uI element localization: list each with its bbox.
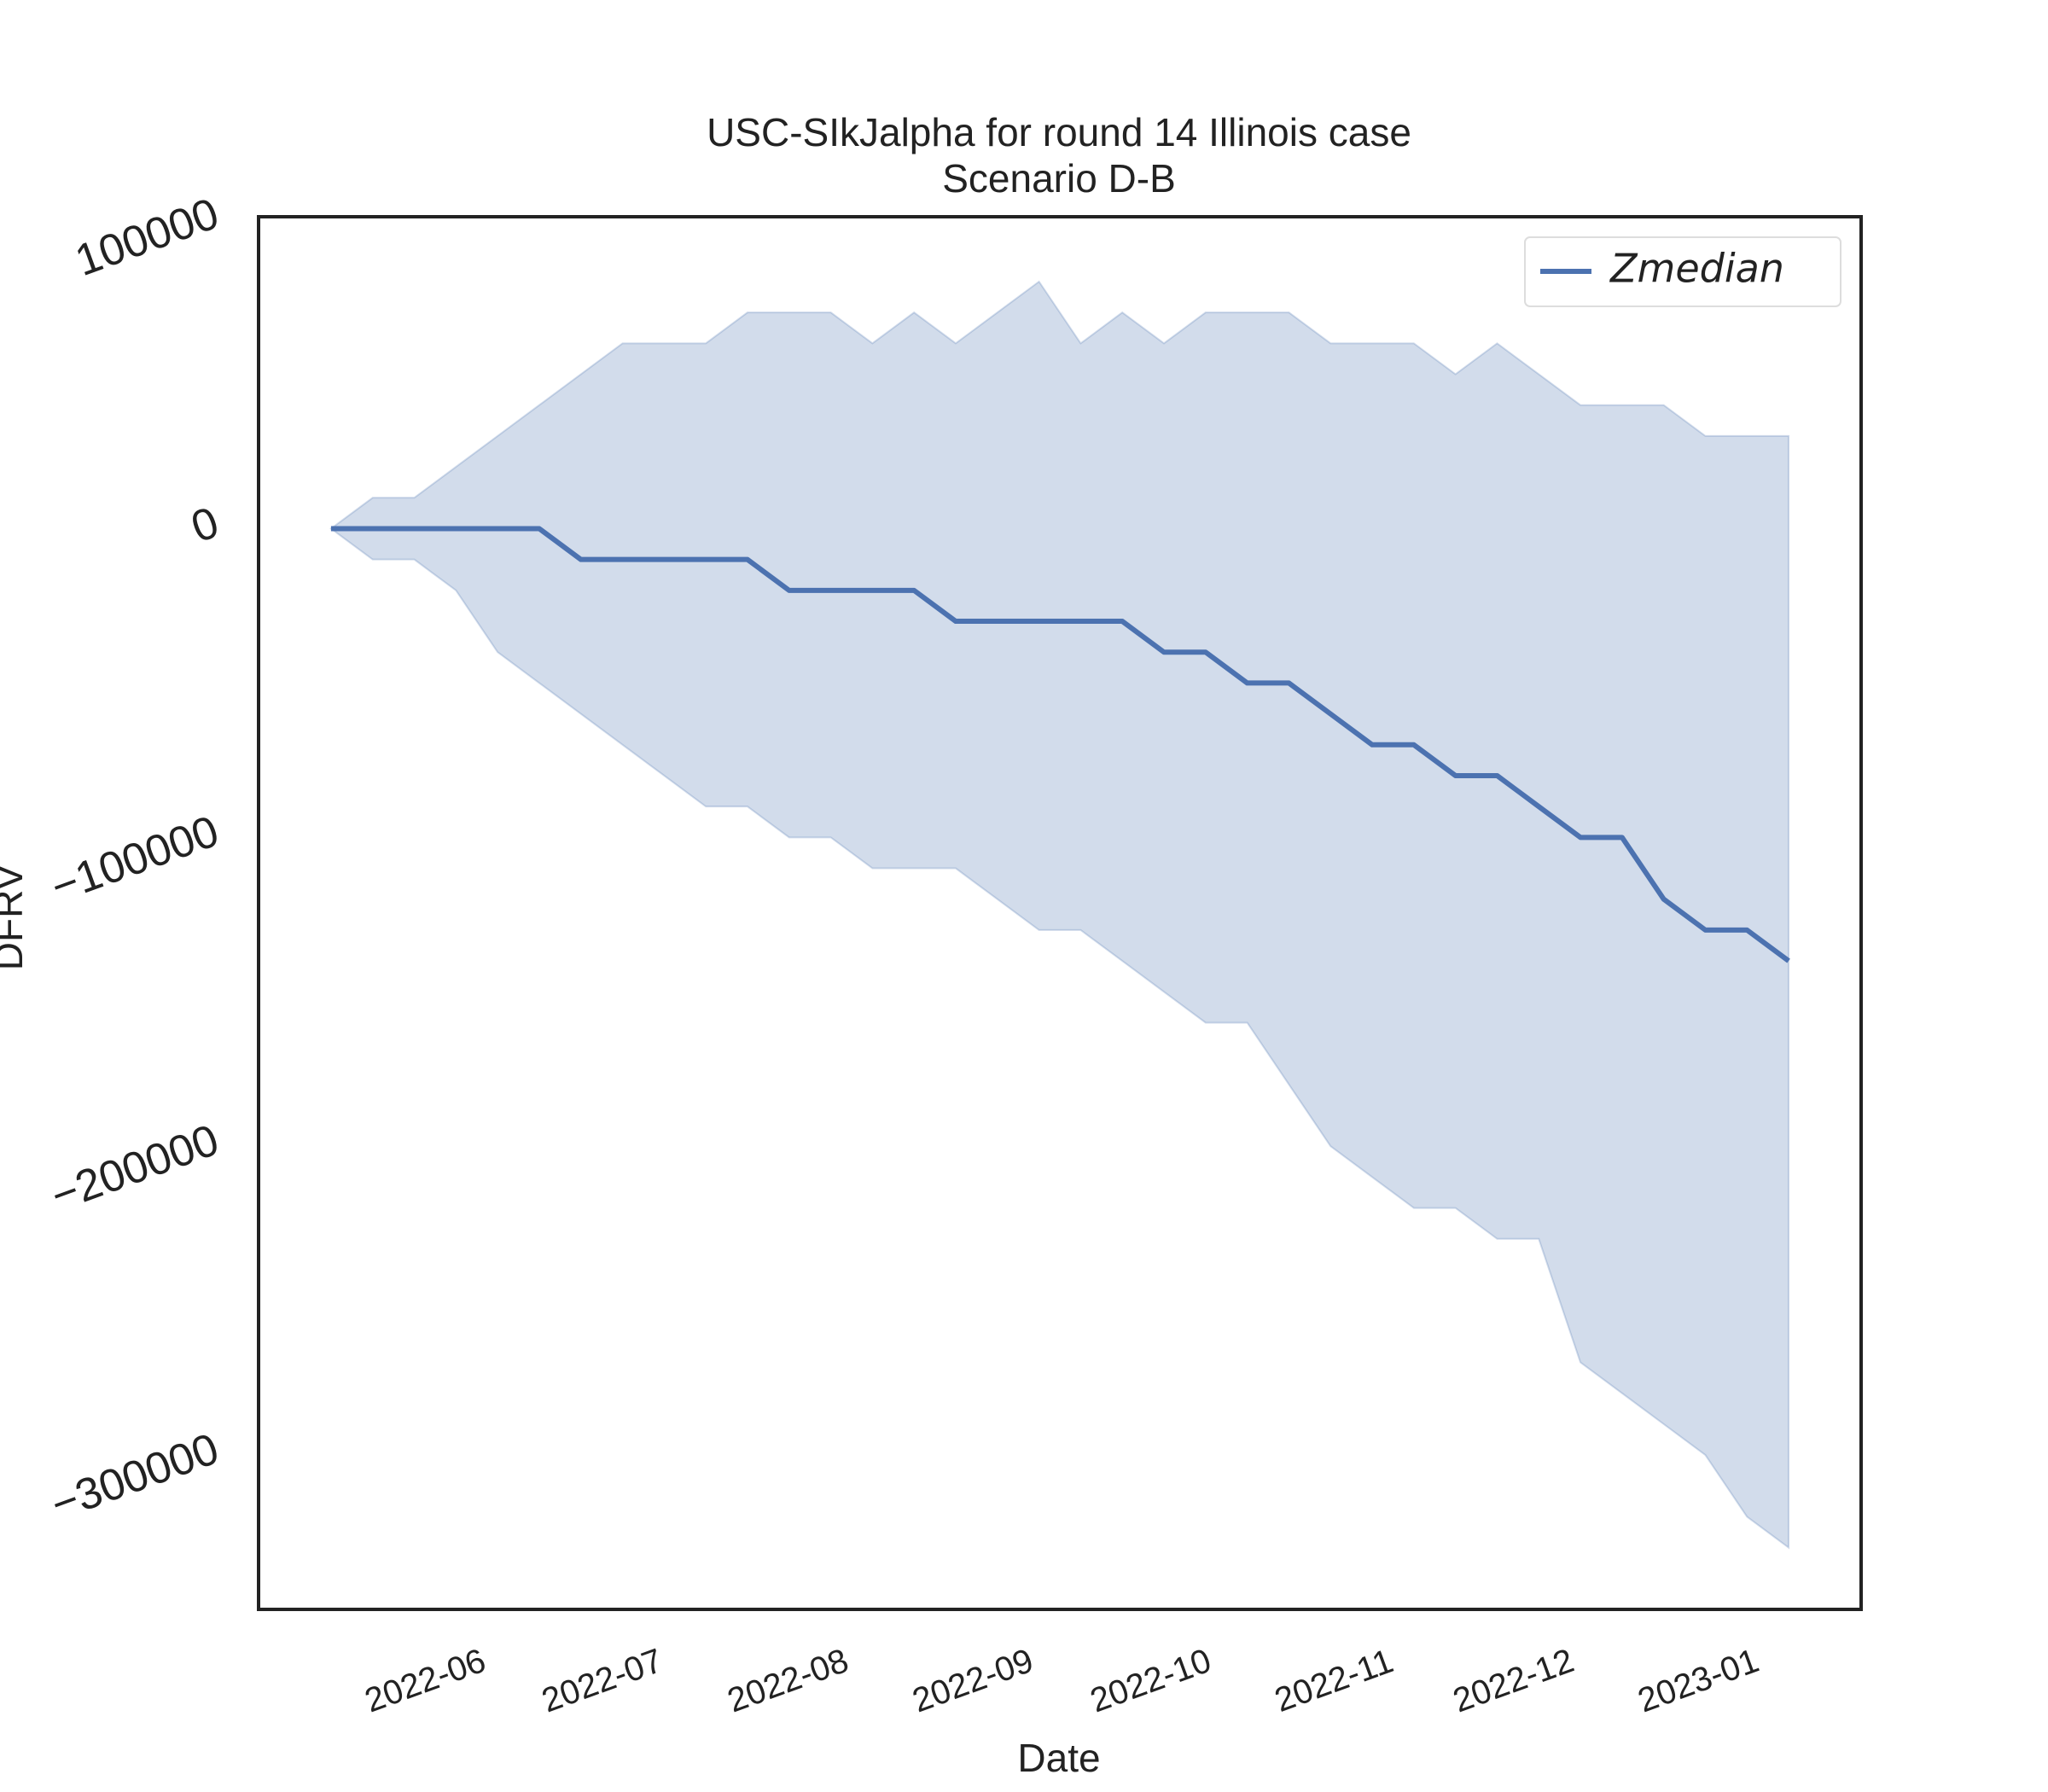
legend-box (1524, 236, 1841, 307)
x-tick-label: 2022-11 (1270, 1642, 1398, 1719)
y-tick-label: 0 (185, 497, 225, 552)
x-tick-label: 2022-12 (1448, 1642, 1579, 1720)
y-tick-label: −300000 (44, 1424, 224, 1530)
chart-title: USC-SIkJalpha for round 14 Illinois case (707, 110, 1411, 154)
x-axis-label: Date (1017, 1736, 1100, 1780)
x-tick-label: 2022-10 (1085, 1642, 1216, 1720)
y-tick-label: −200000 (44, 1115, 224, 1221)
legend-label: Zmedian (1609, 246, 1784, 292)
confidence-band (329, 280, 1790, 1550)
x-tick-label: 2022-08 (723, 1642, 853, 1720)
plot-frame (257, 215, 1863, 1611)
chart-subtitle: Scenario D-B (942, 156, 1176, 201)
x-tick-label: 2022-09 (908, 1642, 1039, 1720)
x-tick-label: 2022-07 (537, 1642, 667, 1720)
y-tick-label: 100000 (69, 189, 225, 286)
x-tick-label: 2023-01 (1633, 1642, 1764, 1720)
y-tick-label: −100000 (44, 806, 224, 912)
y-axis-label: DFRV (0, 864, 31, 970)
median-line (330, 526, 1790, 963)
x-tick-label: 2022-06 (360, 1642, 491, 1720)
